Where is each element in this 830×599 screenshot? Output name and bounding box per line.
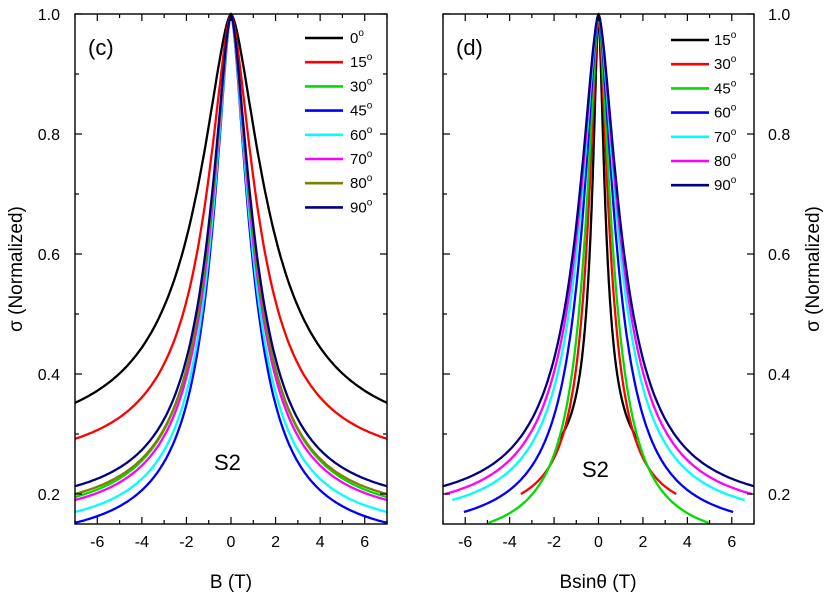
panel-d-axes-frame: [442, 13, 755, 525]
panel-c-legend-label-80: 80o: [350, 173, 373, 192]
panel-d-legend-degree-sign: o: [731, 30, 737, 41]
panel-d-x-tick-label: 2: [638, 534, 647, 551]
panel-c-y-tick-label: 0.4: [38, 367, 60, 384]
panel-d-x-tick-label: -4: [503, 534, 517, 551]
panel-c: -6 -4 -2 0 2 4 6 0.2 0.4 0.6 0.8 1.0 (c) S2 B (T) σ…: [6, 7, 388, 593]
panel-c-legend-degree-sign: o: [358, 28, 364, 39]
panel-c-y-tick-label: 0.6: [38, 247, 60, 264]
panel-d-x-tick-label: -2: [547, 534, 561, 551]
panel-d-series-80-line: [444, 12, 753, 496]
panel-c-legend-degree-sign: o: [367, 76, 373, 87]
panel-c-x-tick-label: -4: [135, 534, 149, 551]
panel-c-legend-degree-sign: o: [367, 173, 373, 184]
panel-c-legend: 0o 15o 30o 45o 60o 70o 80o 90o: [305, 28, 373, 216]
panel-c-x-tick-label: -6: [90, 534, 104, 551]
panel-c-x-tick-label: -2: [179, 534, 193, 551]
panel-c-annotation: S2: [214, 450, 241, 475]
panel-d-legend-degree-sign: o: [731, 127, 737, 138]
panel-c-x-tick-label: 4: [316, 534, 325, 551]
panel-d-series-90-line: [442, 12, 755, 488]
panel-c-x-axis-label: B (T): [210, 572, 252, 593]
panel-c-series-15-line: [74, 12, 388, 440]
panel-d-x-tick-label: -6: [458, 534, 472, 551]
panel-c-x-tick-label: 0: [227, 534, 236, 551]
panel-c-legend-degree-sign: o: [367, 101, 373, 112]
panel-d-series-15-line: [557, 12, 640, 441]
panel-d-legend-label-15: 15o: [714, 30, 737, 49]
panel-c-legend-label-15: 15o: [350, 52, 373, 71]
panel-d-ticks: -6 -4 -2 0 2 4 6 0.2 0.4 0.6 0.8 1.0: [442, 7, 790, 551]
panel-d-legend-label-45: 45o: [714, 78, 737, 97]
panel-d-legend-label-30: 30o: [714, 54, 737, 73]
panel-c-label: (c): [88, 35, 114, 60]
panel-c-legend-label-45: 45o: [350, 101, 373, 120]
panel-c-series-45-line: [74, 12, 388, 524]
panel-c-legend-degree-sign: o: [367, 149, 373, 160]
panel-c-legend-label-60: 60o: [350, 125, 373, 144]
panel-c-y-tick-label: 1.0: [38, 7, 60, 24]
panel-c-axes-frame: [74, 13, 388, 525]
panel-c-legend-degree-sign: o: [367, 125, 373, 136]
panel-c-ticks: -6 -4 -2 0 2 4 6 0.2 0.4 0.6 0.8 1.0: [38, 7, 388, 551]
panel-c-x-tick-label: 6: [360, 534, 369, 551]
panel-d-y-axis-label: σ (Normalized): [803, 206, 824, 332]
panel-d-legend-degree-sign: o: [731, 78, 737, 89]
panel-d-legend-degree-sign: o: [731, 54, 737, 65]
panel-d-y-tick-label: 0.2: [768, 487, 790, 504]
panel-c-legend-degree-sign: o: [367, 197, 373, 208]
panel-c-y-tick-label: 0.8: [38, 127, 60, 144]
panel-c-legend-label-30: 30o: [350, 76, 373, 95]
panel-c-y-axis-label: σ (Normalized): [6, 206, 27, 332]
panel-c-x-tick-label: 2: [271, 534, 280, 551]
panel-d-legend-degree-sign: o: [731, 175, 737, 186]
panel-d-y-tick-label: 1.0: [768, 7, 790, 24]
panel-d-legend-label-70: 70o: [714, 127, 737, 146]
panel-d-y-tick-label: 0.8: [768, 127, 790, 144]
panel-d-annotation: S2: [582, 457, 609, 482]
panel-c-legend-label-90: 90o: [350, 197, 373, 216]
panel-d-legend-label-80: 80o: [714, 151, 737, 170]
panel-d-x-tick-label: 4: [683, 534, 692, 551]
panel-d-legend-label-60: 60o: [714, 103, 737, 122]
panel-c-legend-label-70: 70o: [350, 149, 373, 168]
panel-d: -6 -4 -2 0 2 4 6 0.2 0.4 0.6 0.8 1.0 (d) S2 Bsinθ (…: [442, 7, 824, 593]
panel-d-curves: [442, 12, 755, 524]
panel-d-x-tick-label: 0: [594, 534, 603, 551]
panel-c-curves: [74, 12, 388, 524]
panel-d-series-30-line: [520, 12, 677, 496]
panel-d-label: (d): [456, 35, 483, 60]
panel-d-legend-label-90: 90o: [714, 175, 737, 194]
panel-d-y-tick-label: 0.6: [768, 247, 790, 264]
panel-c-series-60-line: [74, 12, 388, 514]
panel-d-legend-degree-sign: o: [731, 103, 737, 114]
panel-d-legend: 15o 30o 45o 60o 70o 80o 90o: [671, 30, 737, 194]
panel-d-y-tick-label: 0.4: [768, 367, 790, 384]
panel-c-legend-degree-sign: o: [367, 52, 373, 63]
panel-d-x-tick-label: 6: [727, 534, 736, 551]
panel-c-y-tick-label: 0.2: [38, 487, 60, 504]
panel-c-legend-label-0: 0o: [350, 28, 364, 47]
panel-d-legend-degree-sign: o: [731, 151, 737, 162]
panel-d-x-axis-label: Bsinθ (T): [559, 572, 636, 593]
panel-d-series-70-line: [451, 12, 746, 502]
